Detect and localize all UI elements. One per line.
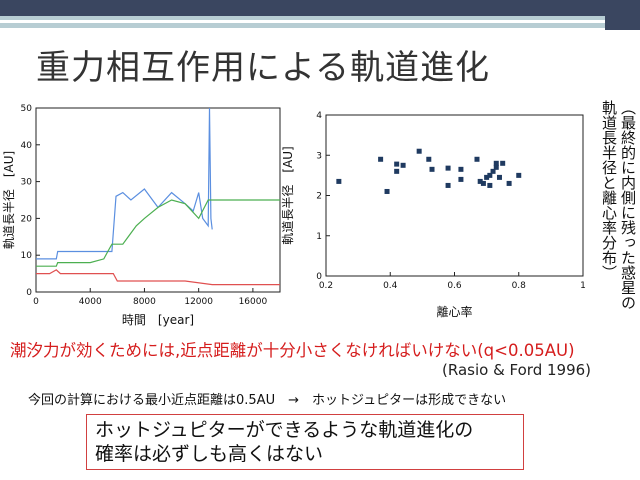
chart1-xtick-label: 16000 — [239, 297, 268, 307]
slide-title: 重力相互作用による軌道進化 — [36, 48, 490, 88]
chart2-ytick-label: 3 — [316, 151, 322, 161]
chart2-point — [426, 156, 432, 162]
chart2-point — [384, 188, 390, 194]
chart2-xlabel: 離心率 — [436, 304, 472, 319]
chart1-xtick-label: 0 — [33, 297, 39, 307]
conclusion-line2: 確率は必ずしも高くはない — [95, 443, 324, 465]
chart1-ylabel: 軌道長半径 [AU] — [1, 151, 16, 249]
side-note-col2: 軌道長半径と離心率分布） — [600, 100, 618, 280]
chart1-xtick-label: 8000 — [133, 297, 156, 307]
chart1-ytick-label: 40 — [21, 141, 33, 151]
chart2-xtick-label: 1 — [580, 281, 586, 291]
chart2-point — [394, 168, 400, 174]
chart1-ytick-label: 30 — [21, 178, 33, 188]
chart2-point — [496, 174, 502, 180]
reference-text: (Rasio & Ford 1996) — [442, 361, 592, 379]
chart2-point — [474, 156, 480, 162]
header-dark-band — [0, 0, 640, 16]
chart2-xtick-label: 0.6 — [447, 281, 462, 291]
chart2-point — [429, 166, 435, 172]
conclusion-line1: ホットジュピターができるような軌道進化の — [95, 419, 474, 441]
chart1-series-2-line — [36, 199, 280, 267]
chart1-xtick-label: 4000 — [79, 297, 102, 307]
side-note-col1: （最終的に内側に残った惑星の — [619, 100, 637, 310]
chart1-xlabel: 時間 [year] — [122, 313, 194, 327]
chart2-point — [506, 180, 512, 186]
chart2-plot-area — [325, 114, 584, 277]
chart2-point — [458, 166, 464, 172]
chart2-xtick-label: 0.8 — [512, 281, 527, 291]
chart2-point — [500, 160, 506, 166]
header-bar — [0, 0, 640, 30]
chart2-point — [487, 172, 493, 178]
chart1-ytick-label: 20 — [21, 214, 33, 224]
chart2-point — [493, 160, 499, 166]
chart2-point — [484, 174, 490, 180]
chart2-ytick-label: 0 — [316, 272, 322, 282]
chart2-ytick-label: 2 — [316, 192, 322, 202]
header-white-line — [0, 20, 640, 23]
chart2-point — [477, 178, 483, 184]
chart2-point — [400, 162, 406, 168]
chart2-point — [516, 172, 522, 178]
chart2-point — [336, 178, 342, 184]
chart1-ytick-label: 0 — [26, 288, 32, 298]
chart2-ylabel: 軌道長半径 [AU] — [280, 146, 295, 244]
chart2-point — [445, 182, 451, 188]
chart2-point — [445, 165, 451, 171]
chart2-point — [416, 148, 422, 154]
chart2-point — [490, 168, 496, 174]
chart2-point — [487, 182, 493, 188]
calc-note-text: 今回の計算における最小近点距離は0.5AU → ホットジュピターは形成できない — [28, 393, 507, 408]
chart1-xtick-label: 12000 — [184, 297, 213, 307]
header-corner-tab — [605, 0, 640, 30]
chart1-ytick-label: 50 — [21, 104, 33, 114]
chart2-xtick-label: 0.2 — [319, 281, 333, 291]
chart2-xtick-label: 0.4 — [383, 281, 398, 291]
conclusion-box: ホットジュピターができるような軌道進化の 確率は必ずしも高くはない — [86, 414, 524, 470]
tidal-condition-text: 潮汐力が効くためには,近点距離が十分小さくなければいけない(q<0.05AU) — [10, 341, 575, 360]
chart2-point — [480, 180, 486, 186]
chart2-ytick-label: 4 — [316, 111, 322, 121]
chart2-point — [493, 164, 499, 170]
chart1-series-1-line — [36, 107, 213, 260]
chart1-ytick-label: 10 — [21, 251, 33, 261]
chart2-point — [378, 156, 384, 162]
chart2-point — [394, 161, 400, 167]
chart2-point — [458, 176, 464, 182]
side-note: （最終的に内側に残った惑星の 軌道長半径と離心率分布） — [597, 100, 637, 330]
chart1-series-3-line — [36, 269, 280, 286]
chart2-ytick-label: 1 — [316, 232, 322, 242]
